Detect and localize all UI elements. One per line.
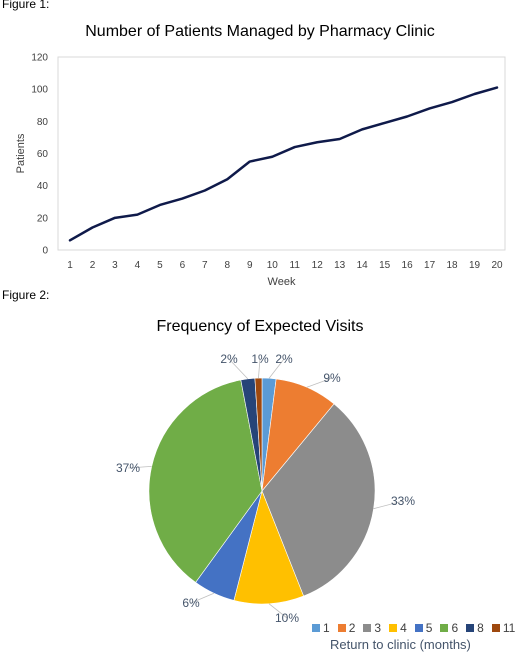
pie-slice-4 — [233, 490, 304, 605]
leader-line — [268, 358, 285, 379]
x-tick-label: 8 — [225, 260, 231, 271]
legend-label: 2 — [348, 621, 356, 635]
x-tick-label: 5 — [157, 260, 163, 271]
y-tick-label: 60 — [37, 149, 49, 160]
slice-pct-label: 9% — [323, 371, 341, 385]
leader-line — [127, 465, 152, 469]
slice-pct-label: 37% — [116, 461, 140, 475]
x-tick-label: 9 — [247, 260, 253, 271]
legend-label: 1 — [323, 621, 330, 635]
x-axis-label: Week — [268, 276, 296, 288]
x-tick-label: 3 — [112, 260, 118, 271]
legend-swatch — [440, 624, 449, 632]
slice-pct-label: 10% — [275, 611, 299, 625]
figure-2-label: Figure 2: — [2, 288, 50, 302]
x-tick-label: 7 — [202, 260, 208, 271]
x-tick-label: 6 — [180, 260, 186, 271]
legend-label: 4 — [400, 621, 407, 635]
legend-swatch — [363, 624, 372, 632]
leader-line — [268, 603, 288, 619]
y-tick-label: 80 — [37, 117, 49, 128]
legend-item-4: 4 — [389, 621, 407, 635]
legend-item-8: 8 — [466, 621, 484, 635]
x-tick-label: 15 — [379, 260, 391, 271]
pie-legend: 1 2 3 4 5 6 8 11 — [312, 621, 515, 635]
leader-line — [306, 377, 333, 388]
x-tick-label: 12 — [312, 260, 324, 271]
slice-pct-label: 33% — [391, 494, 415, 508]
x-tick-label: 20 — [491, 260, 503, 271]
x-tick-label: 19 — [469, 260, 481, 271]
slice-pct-label: 6% — [182, 596, 200, 610]
x-tick-label: 13 — [334, 260, 346, 271]
figure-1-label: Figure 1: — [2, 0, 50, 11]
slice-pct-label: 2% — [220, 352, 238, 366]
plot-area — [57, 56, 506, 251]
x-tick-label: 11 — [290, 260, 301, 271]
pie-slice-3 — [261, 403, 376, 597]
x-tick-label: 18 — [446, 260, 458, 271]
pie-chart-title: Frequency of Expected Visits — [156, 318, 364, 335]
legend-swatch — [414, 624, 423, 632]
y-axis-label: Patients — [15, 133, 27, 173]
legend-label: 8 — [477, 621, 484, 635]
y-tick-label: 20 — [37, 213, 49, 224]
x-tick-label: 4 — [135, 260, 141, 271]
pie-slice-6 — [148, 379, 263, 583]
series-line — [68, 86, 499, 242]
legend-label: 3 — [374, 621, 382, 635]
x-tick-label: 1 — [67, 260, 73, 271]
legend-item-1: 1 — [312, 621, 330, 635]
y-tick-label: 120 — [31, 53, 48, 64]
legend-swatch — [491, 624, 500, 632]
legend-item-2: 2 — [337, 621, 356, 635]
legend-item-5: 5 — [414, 621, 433, 635]
x-tick-label: 10 — [267, 260, 279, 271]
x-tick-label: 2 — [90, 260, 96, 271]
legend-label: 5 — [425, 621, 433, 635]
x-tick-label: 14 — [357, 260, 369, 271]
x-tick-label: 16 — [402, 260, 414, 271]
x-tick-label: 17 — [424, 260, 436, 271]
legend-item-3: 3 — [363, 621, 381, 635]
legend-swatch — [389, 624, 398, 632]
legend-item-6: 6 — [440, 621, 458, 635]
y-tick-label: 100 — [31, 85, 48, 96]
legend-label: 11 — [502, 621, 516, 635]
y-tick-label: 0 — [42, 246, 48, 257]
legend-swatch — [337, 624, 346, 632]
leader-line — [190, 592, 215, 604]
leader-line — [373, 500, 404, 510]
slice-pct-label: 1% — [251, 352, 269, 366]
legend-label: 6 — [451, 621, 459, 635]
legend-title: Return to clinic (months) — [330, 637, 471, 652]
slice-pct-label: 2% — [275, 352, 293, 366]
leader-line — [228, 358, 249, 380]
legend-swatch — [312, 624, 320, 632]
line-chart-title: Number of Patients Managed by Pharmacy C… — [85, 23, 435, 40]
y-tick-label: 40 — [37, 181, 49, 192]
leader-line — [258, 358, 261, 379]
pie-slice-11 — [254, 377, 263, 492]
legend-swatch — [466, 624, 475, 632]
legend-item-11: 11 — [491, 621, 516, 635]
